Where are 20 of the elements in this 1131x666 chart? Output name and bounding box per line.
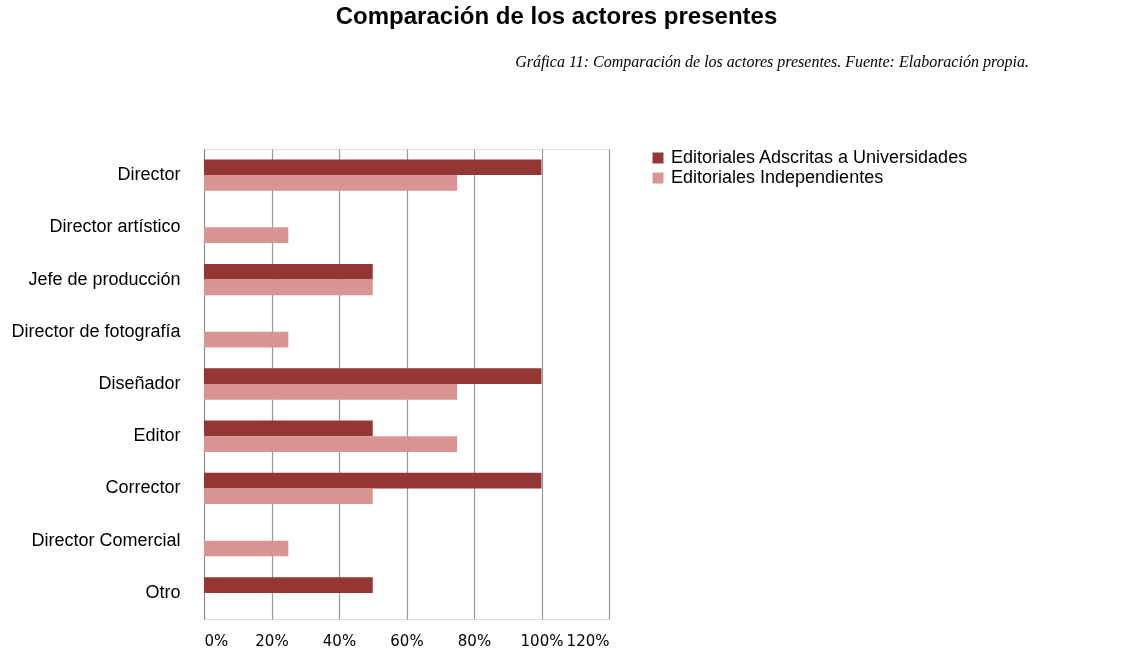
y-tick-label: Director	[117, 164, 181, 185]
y-tick-label: Director Comercial	[31, 529, 181, 550]
text: Gráfica 11: Comparación de los actores presentes. Fuente: Elaboración propia.	[515, 53, 1029, 71]
legend-label: Editoriales Adscritas a Universidades	[671, 147, 968, 167]
y-tick-label: Jefe de producción	[28, 268, 181, 289]
y-tick-label: Editor	[133, 425, 181, 446]
y-tick-label: Diseñador	[98, 373, 181, 393]
y-tick-label: Corrector	[105, 477, 181, 498]
x-tick-label: 100%	[520, 631, 564, 650]
x-tick-label: 80%	[457, 631, 492, 650]
y-tick-label: Director de fotografía	[11, 320, 182, 341]
x-tick-label: 20%	[255, 631, 289, 650]
x-tick-label: 120%	[566, 631, 610, 650]
chart-title: Comparación de los actores presentes	[335, 2, 778, 29]
y-tick-label: Director artístico	[49, 216, 181, 237]
y-tick-label: Otro	[145, 581, 181, 602]
x-tick-label: 60%	[390, 631, 424, 650]
x-tick-label: 0%	[204, 631, 229, 650]
legend-label: Editoriales Independientes	[671, 167, 884, 187]
x-tick-label: 40%	[322, 631, 357, 650]
